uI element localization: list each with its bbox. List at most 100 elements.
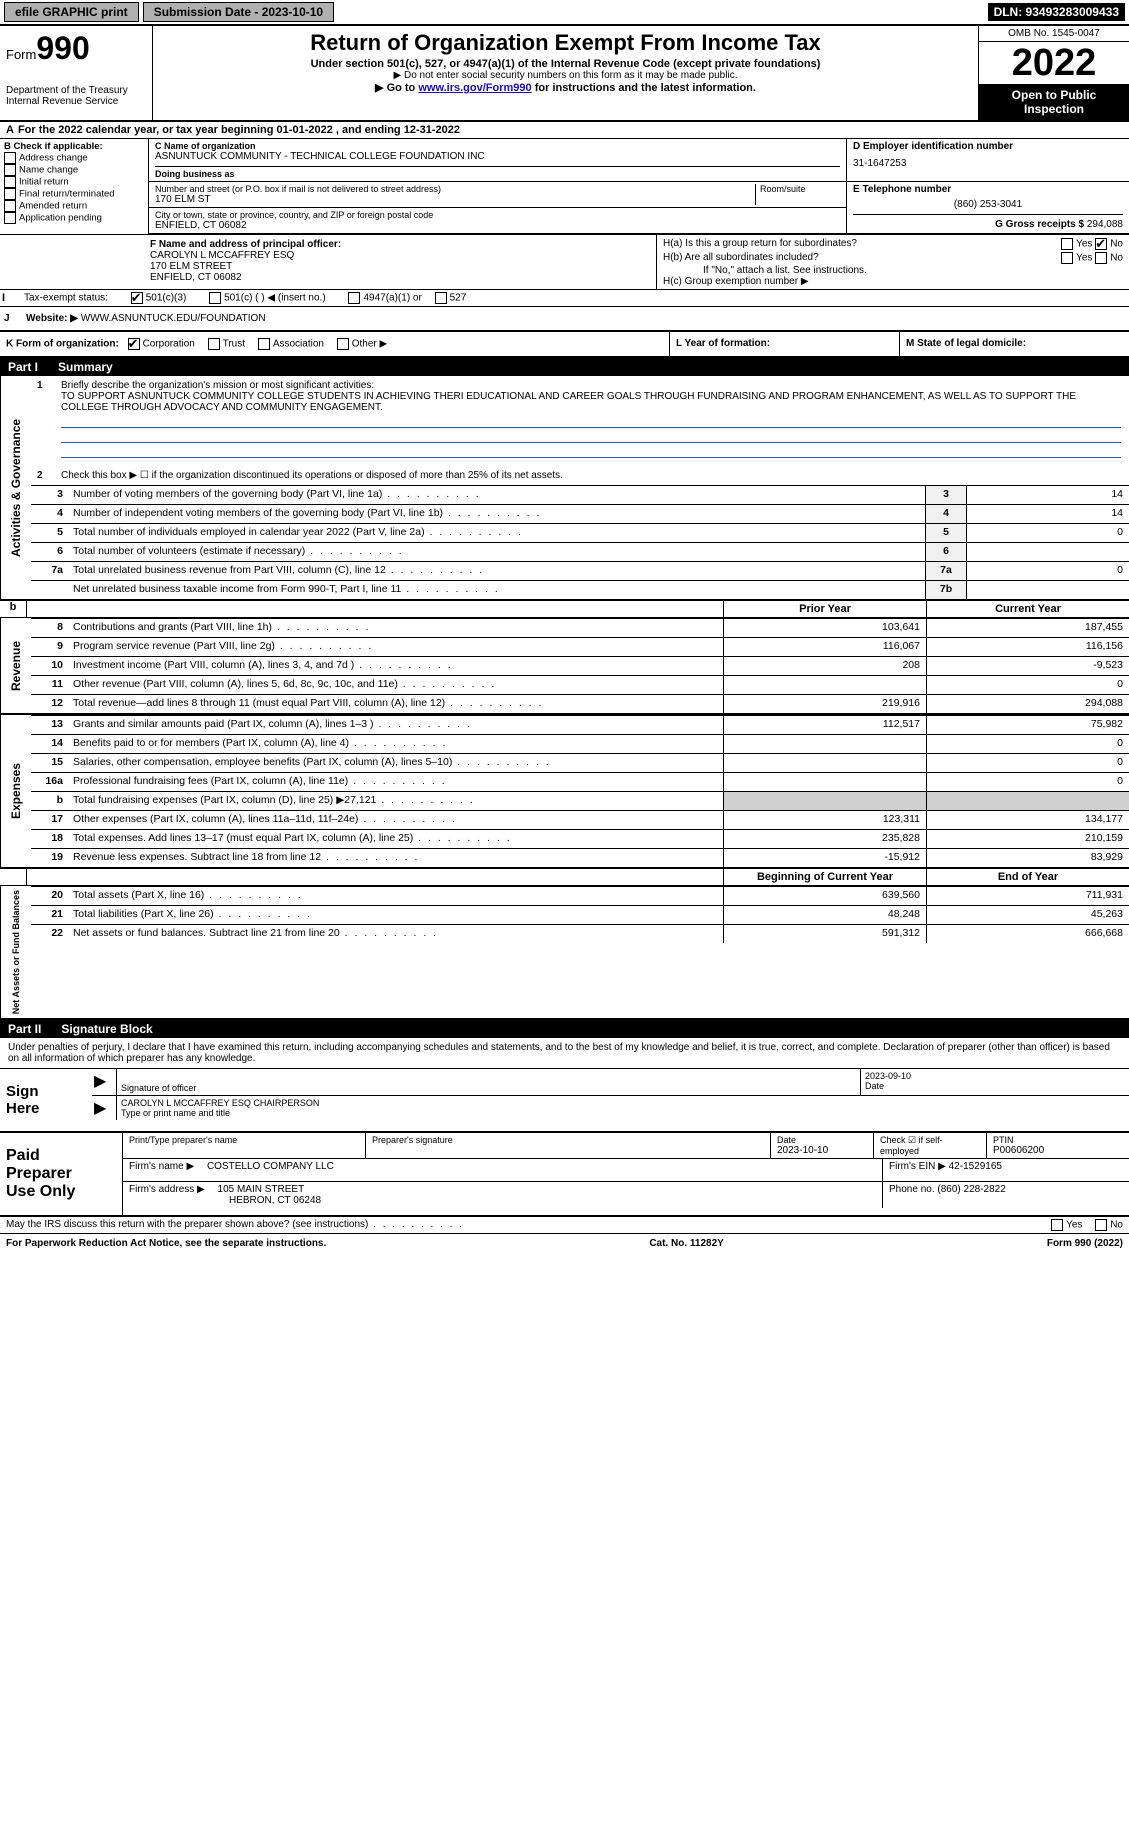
- form-number: 990: [36, 30, 89, 66]
- cb-501c[interactable]: [209, 292, 221, 304]
- ptin-value: P00606200: [993, 1145, 1123, 1156]
- table-row: 16a Professional fundraising fees (Part …: [31, 772, 1129, 791]
- sign-block: Sign Here ▶ Signature of officer 2023-09…: [0, 1069, 1129, 1133]
- table-row: 19 Revenue less expenses. Subtract line …: [31, 848, 1129, 867]
- submission-date-badge: Submission Date - 2023-10-10: [143, 2, 334, 22]
- header-mid: Return of Organization Exempt From Incom…: [153, 26, 978, 120]
- phone-value: (860) 253-3041: [853, 199, 1123, 210]
- col-end-head: End of Year: [926, 869, 1129, 885]
- sub3-post: for instructions and the latest informat…: [532, 82, 756, 94]
- block-eg: E Telephone number (860) 253-3041 G Gros…: [847, 182, 1129, 233]
- block-f: F Name and address of principal officer:…: [0, 235, 657, 289]
- form-header: Form990 Department of the Treasury Inter…: [0, 26, 1129, 122]
- header-sub1: Under section 501(c), 527, or 4947(a)(1)…: [163, 58, 968, 70]
- table-row: 22 Net assets or fund balances. Subtract…: [31, 924, 1129, 943]
- ein-value: 31-1647253: [853, 158, 1123, 169]
- cb-corp[interactable]: [128, 338, 140, 350]
- sign-left: Sign Here: [0, 1069, 92, 1131]
- block-h: H(a) Is this a group return for subordin…: [657, 235, 1129, 289]
- block-c-name: C Name of organization ASNUNTUCK COMMUNI…: [149, 139, 847, 181]
- instructions-link[interactable]: www.irs.gov/Form990: [418, 82, 531, 94]
- discuss-yes[interactable]: [1051, 1219, 1063, 1231]
- col-curr-head: Current Year: [926, 601, 1129, 617]
- part1-header: Part I Summary: [0, 358, 1129, 376]
- header-left: Form990 Department of the Treasury Inter…: [0, 26, 153, 120]
- ha-yes[interactable]: [1061, 238, 1073, 250]
- table-row: 10 Investment income (Part VIII, column …: [31, 656, 1129, 675]
- table-row: 7a Total unrelated business revenue from…: [31, 561, 1129, 580]
- hb-no[interactable]: [1095, 252, 1107, 264]
- cb-527[interactable]: [435, 292, 447, 304]
- table-row: 9 Program service revenue (Part VIII, li…: [31, 637, 1129, 656]
- block-klm: K Form of organization: Corporation Trus…: [0, 332, 1129, 358]
- table-row: 4 Number of independent voting members o…: [31, 504, 1129, 523]
- block-cd: C Name of organization ASNUNTUCK COMMUNI…: [149, 139, 1129, 234]
- cb-trust[interactable]: [208, 338, 220, 350]
- cb-assoc[interactable]: [258, 338, 270, 350]
- cb-address: Address change: [4, 152, 144, 164]
- line2-text: Check this box ▶ ☐ if the organization d…: [61, 470, 563, 481]
- table-row: 3 Number of voting members of the govern…: [31, 485, 1129, 504]
- hb-yes[interactable]: [1061, 252, 1073, 264]
- cb-501c3[interactable]: [131, 292, 143, 304]
- header-right: OMB No. 1545-0047 2022 Open to Public In…: [978, 26, 1129, 120]
- netassets-section: Net Assets or Fund Balances 20 Total ass…: [0, 886, 1129, 1020]
- addr-row: Number and street (or P.O. box if mail i…: [149, 182, 1129, 234]
- cb-pending: Application pending: [4, 212, 144, 224]
- ha-no[interactable]: [1095, 238, 1107, 250]
- block-i: I Tax-exempt status: 501(c)(3) 501(c) ( …: [0, 290, 1129, 307]
- side-revenue: Revenue: [0, 618, 31, 713]
- irs-label: Internal Revenue Service: [6, 96, 146, 107]
- side-netassets: Net Assets or Fund Balances: [0, 886, 31, 1018]
- col-begin-head: Beginning of Current Year: [723, 869, 926, 885]
- mission-block: 1Briefly describe the organization's mis…: [31, 376, 1129, 462]
- prep-left: Paid Preparer Use Only: [0, 1133, 123, 1215]
- revenue-section: Revenue 8 Contributions and grants (Part…: [0, 618, 1129, 715]
- block-j: J Website: ▶ WWW.ASNUNTUCK.EDU/FOUNDATIO…: [0, 307, 1129, 332]
- period-text: For the 2022 calendar year, or tax year …: [18, 124, 460, 136]
- cb-initial: Initial return: [4, 176, 144, 188]
- website-value: WWW.ASNUNTUCK.EDU/FOUNDATION: [81, 313, 266, 324]
- period-row: AFor the 2022 calendar year, or tax year…: [0, 122, 1129, 139]
- table-row: Net unrelated business taxable income fr…: [31, 580, 1129, 599]
- table-row: 17 Other expenses (Part IX, column (A), …: [31, 810, 1129, 829]
- firm-addr1: 105 MAIN STREET: [218, 1184, 305, 1195]
- governance-section: Activities & Governance 1Briefly describ…: [0, 376, 1129, 601]
- dept-label: Department of the Treasury: [6, 85, 146, 96]
- preparer-block: Paid Preparer Use Only Print/Type prepar…: [0, 1133, 1129, 1217]
- block-k: K Form of organization: Corporation Trus…: [0, 332, 669, 356]
- header-sub3: ▶ Go to www.irs.gov/Form990 for instruct…: [163, 81, 968, 94]
- part2-header: Part II Signature Block: [0, 1020, 1129, 1038]
- discuss-no[interactable]: [1095, 1219, 1107, 1231]
- cb-other[interactable]: [337, 338, 349, 350]
- cb-4947[interactable]: [348, 292, 360, 304]
- table-row: b Total fundraising expenses (Part IX, c…: [31, 791, 1129, 810]
- cb-final: Final return/terminated: [4, 188, 144, 200]
- cb-amended: Amended return: [4, 200, 144, 212]
- table-row: 18 Total expenses. Add lines 13–17 (must…: [31, 829, 1129, 848]
- side-governance: Activities & Governance: [0, 376, 31, 599]
- block-d: D Employer identification number 31-1647…: [847, 139, 1129, 181]
- gross-receipts: 294,088: [1087, 219, 1123, 230]
- table-row: 14 Benefits paid to or for members (Part…: [31, 734, 1129, 753]
- block-bcd: B Check if applicable: Address change Na…: [0, 139, 1129, 235]
- table-row: 13 Grants and similar amounts paid (Part…: [31, 715, 1129, 734]
- side-expenses: Expenses: [0, 715, 31, 867]
- block-fh: F Name and address of principal officer:…: [0, 235, 1129, 290]
- table-row: 15 Salaries, other compensation, employe…: [31, 753, 1129, 772]
- table-row: 21 Total liabilities (Part X, line 26) 4…: [31, 905, 1129, 924]
- firm-phone: (860) 228-2822: [937, 1184, 1005, 1195]
- sub3-pre: ▶ Go to: [375, 82, 418, 94]
- city-state-zip: ENFIELD, CT 06082: [155, 220, 840, 231]
- header-sub2: ▶ Do not enter social security numbers o…: [163, 70, 968, 81]
- omb-number: OMB No. 1545-0047: [979, 26, 1129, 42]
- expenses-section: Expenses 13 Grants and similar amounts p…: [0, 715, 1129, 869]
- firm-ein: 42-1529165: [949, 1161, 1002, 1172]
- street-addr: 170 ELM ST: [155, 194, 755, 205]
- org-name: ASNUNTUCK COMMUNITY - TECHNICAL COLLEGE …: [155, 151, 840, 162]
- sig-name: CAROLYN L MCCAFFREY ESQ CHAIRPERSON: [121, 1098, 1125, 1108]
- table-row: 8 Contributions and grants (Part VIII, l…: [31, 618, 1129, 637]
- firm-addr2: HEBRON, CT 06248: [229, 1195, 876, 1206]
- table-row: 20 Total assets (Part X, line 16) 639,56…: [31, 886, 1129, 905]
- sig-date: 2023-09-10: [865, 1071, 1125, 1081]
